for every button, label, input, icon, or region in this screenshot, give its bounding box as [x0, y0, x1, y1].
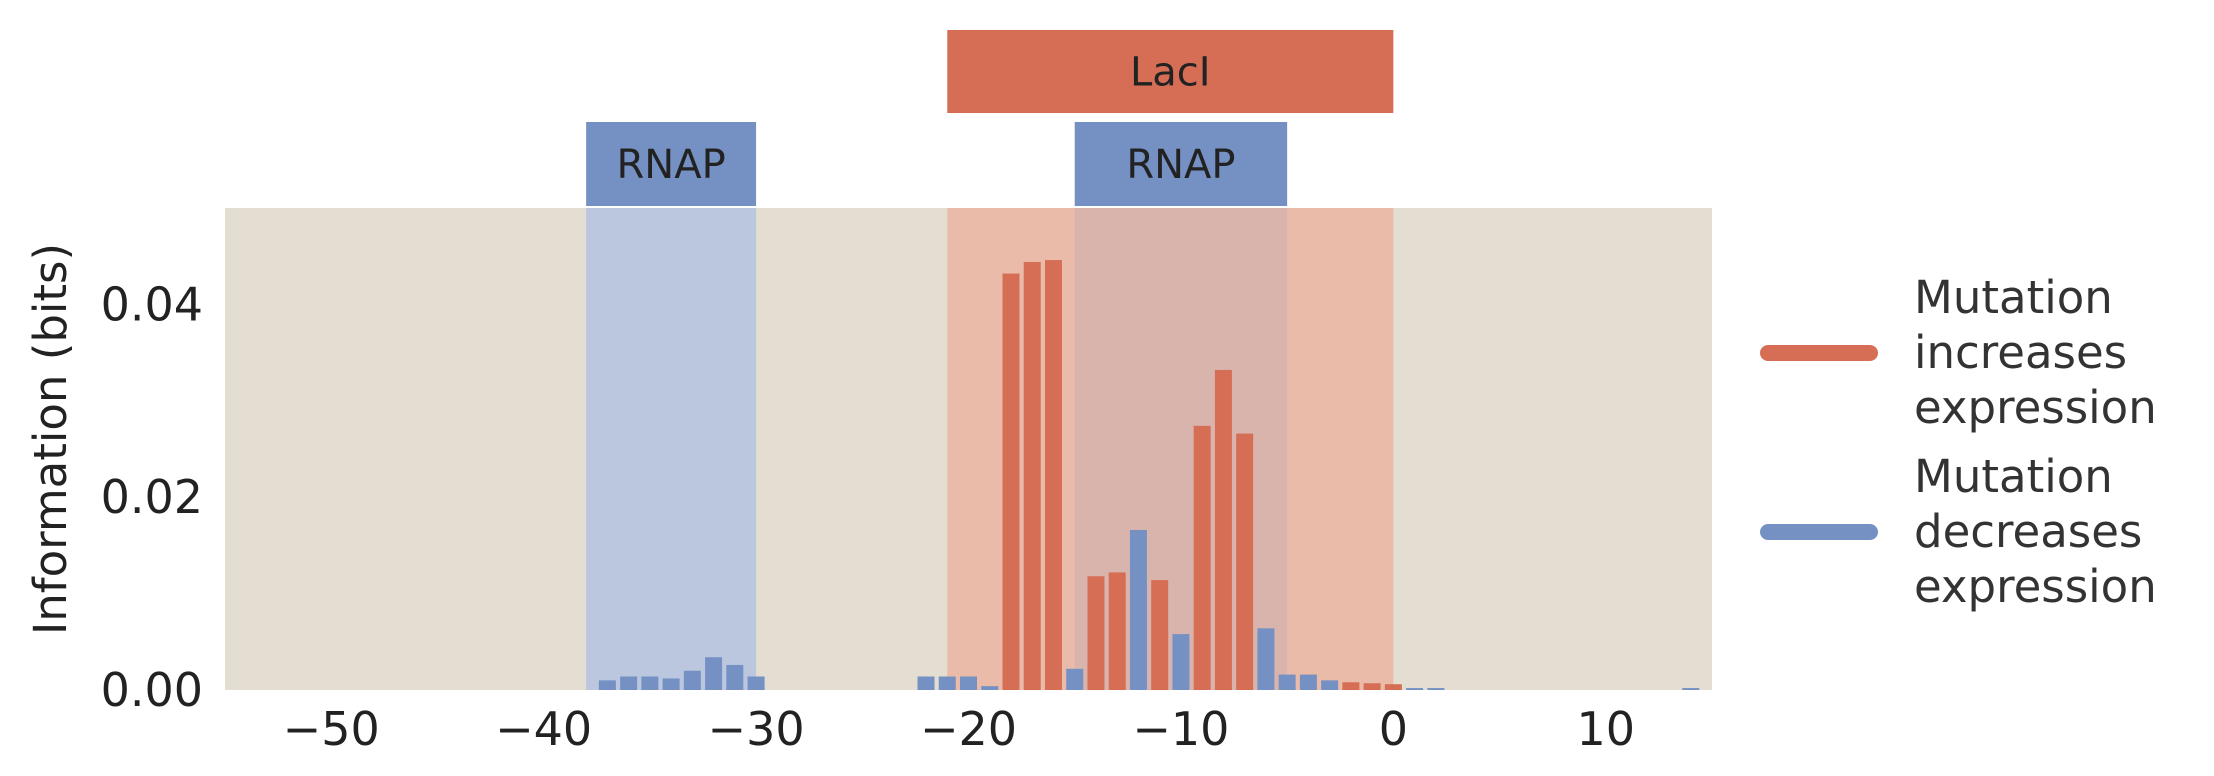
bar-decreases--36: [620, 676, 638, 690]
region-box-rnap-2: [1074, 122, 1288, 206]
bar-decreases--10: [1172, 634, 1190, 690]
bar-increases--2: [1342, 682, 1360, 690]
x-tick-label-3: −20: [920, 702, 1017, 756]
region-box-rnap-0: [586, 122, 757, 206]
x-tick-label-4: −10: [1132, 702, 1229, 756]
bar-decreases--20: [960, 676, 977, 690]
legend-swatch-increases: [1760, 344, 1878, 361]
legend-label-decreases: Mutation decreases expression: [1914, 450, 2157, 613]
bar-increases--9: [1193, 425, 1211, 690]
x-tick-label-5: 0: [1379, 702, 1408, 756]
bar-decreases--4: [1299, 674, 1317, 690]
bar-increases--13: [1108, 572, 1126, 690]
region-label-rnap-0: RNAP: [616, 142, 725, 188]
y-axis-label: Information (bits): [24, 243, 77, 635]
bar-decreases--30: [747, 676, 765, 690]
bar-increases--1: [1363, 683, 1381, 690]
region-shade-rnap-0: [586, 208, 757, 690]
bar-decreases--31: [726, 664, 744, 690]
legend-item-increases: Mutation increases expression: [1760, 270, 2204, 435]
bar-increases--16: [1044, 260, 1062, 690]
bar-decreases--21: [938, 676, 956, 690]
legend-item-decreases: Mutation decreases expression: [1760, 449, 2204, 614]
region-box-laci-1: [947, 30, 1394, 113]
bar-decreases-1: [1406, 688, 1424, 690]
region-shade-rnap-2: [1074, 208, 1288, 690]
bar-increases--14: [1087, 576, 1105, 690]
bar-decreases--32: [705, 657, 723, 690]
region-label-rnap-2: RNAP: [1126, 142, 1235, 188]
bar-increases--17: [1023, 261, 1041, 690]
bar-decreases--5: [1278, 674, 1296, 690]
x-tick-label-2: −30: [708, 702, 805, 756]
region-label-laci-1: LacI: [1130, 50, 1211, 96]
bar-decreases-2: [1427, 688, 1445, 690]
bar-decreases--19: [981, 686, 999, 690]
x-tick-label-0: −50: [283, 702, 380, 756]
bar-decreases--37: [598, 680, 616, 690]
bar-increases--8: [1214, 369, 1232, 690]
bar-decreases--15: [1066, 668, 1084, 690]
x-tick-label-1: −40: [495, 702, 592, 756]
bar-decreases--33: [683, 670, 701, 690]
bar-increases-0: [1384, 684, 1402, 690]
y-tick-label-0: 0.00: [101, 663, 203, 717]
y-tick-label-1: 0.02: [101, 470, 203, 524]
bar-decreases--35: [641, 676, 659, 690]
region-shade-laci-1: [947, 208, 1394, 690]
bar-increases--18: [1002, 273, 1020, 690]
legend-swatch-decreases: [1760, 523, 1878, 540]
bar-decreases--12: [1129, 529, 1147, 690]
bar-increases--11: [1151, 580, 1169, 690]
bar-decreases--3: [1321, 680, 1339, 690]
bar-decreases--6: [1257, 628, 1275, 690]
y-tick-label-2: 0.04: [101, 277, 203, 331]
x-tick-label-6: 10: [1577, 702, 1636, 756]
legend: Mutation increases expression Mutation d…: [1760, 270, 2204, 628]
legend-label-increases: Mutation increases expression: [1914, 271, 2157, 434]
bar-decreases--22: [917, 676, 935, 690]
bar-decreases-14: [1682, 688, 1700, 690]
bar-decreases--34: [662, 678, 680, 690]
bar-increases--7: [1236, 433, 1254, 690]
